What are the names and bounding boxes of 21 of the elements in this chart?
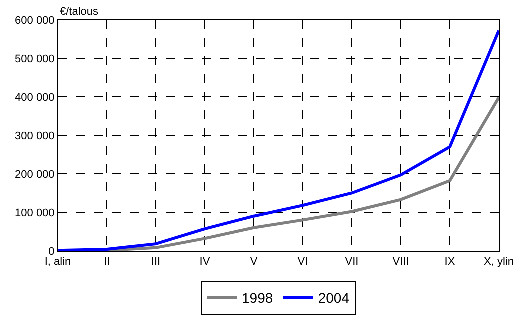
x-tick-label: V [250, 256, 258, 268]
y-tick-label: 500 000 [15, 53, 55, 66]
x-tick-label: IV [200, 256, 211, 268]
y-tick-label: 400 000 [15, 92, 55, 104]
y-tick-label: 0 [48, 246, 55, 258]
x-tick-label: VII [345, 256, 359, 268]
x-tick-label: X, ylin [484, 256, 514, 268]
legend-label: 2004 [318, 290, 350, 306]
x-tick-label: II [104, 256, 110, 268]
y-tick-label: 200 000 [15, 168, 55, 181]
x-tick-label: III [151, 256, 161, 268]
x-tick-label: IX [444, 256, 456, 268]
x-tick-label: VIII [392, 256, 410, 268]
y-tick-label: 300 000 [15, 130, 55, 142]
y-axis-title: €/talous [60, 6, 100, 18]
y-tick-label: 600 000 [15, 14, 55, 27]
x-tick-label: VI [298, 256, 308, 268]
y-tick-label: 100 000 [15, 207, 55, 220]
x-tick-label: I, alin [44, 256, 72, 268]
line-series [58, 29, 499, 251]
legend-label: 1998 [242, 290, 274, 306]
